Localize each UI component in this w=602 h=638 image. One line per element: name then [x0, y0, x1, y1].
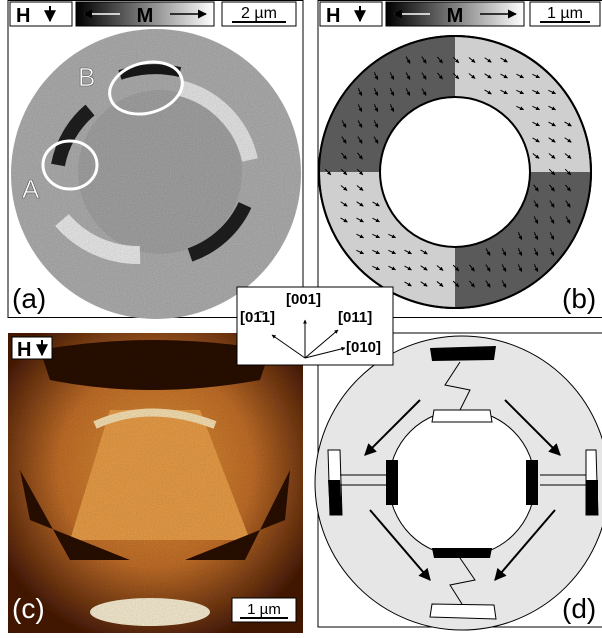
scale-label: 1 µm	[247, 601, 281, 618]
charge	[386, 460, 398, 505]
scale-label: 1 µm	[547, 5, 583, 22]
panel-label: (a)	[12, 283, 46, 314]
annotation: A	[22, 174, 40, 204]
field-label: H	[16, 5, 30, 27]
direction-label: [001]	[286, 291, 321, 308]
direction-inset: [01̄1] [001] [011] [010]	[237, 287, 393, 365]
direction-label: [011]	[338, 309, 372, 326]
panel-b: H M 1 µm (b)	[318, 1, 602, 318]
charge	[430, 346, 496, 361]
panel-label: (b)	[562, 283, 596, 314]
charge	[430, 604, 496, 619]
charge	[328, 480, 342, 515]
panel-label: (d)	[562, 593, 596, 624]
panel-a: H M 2 µm B A (a)	[8, 1, 303, 320]
scale-label: 2 µm	[241, 5, 277, 22]
charge	[586, 480, 598, 515]
image	[8, 333, 303, 633]
annotation: B	[78, 62, 95, 92]
charge	[526, 460, 538, 505]
xmcd-image	[11, 29, 301, 319]
field-label: H	[17, 339, 31, 361]
m-label: M	[447, 5, 464, 27]
charge	[432, 548, 492, 558]
direction-label: [010]	[346, 339, 381, 356]
direction-label: [01̄1]	[240, 309, 275, 326]
hole	[380, 97, 530, 247]
m-label: M	[137, 5, 154, 27]
field-label: H	[326, 5, 340, 27]
panel-d: (d)	[315, 333, 602, 630]
figure: H M 2 µm B A (a) H M 1 µm (b)	[0, 0, 602, 633]
panel-label: (c)	[12, 593, 45, 624]
charge	[432, 410, 492, 422]
page: {"panels": [ {"label": "(a)", "header": …	[0, 0, 602, 633]
hole	[389, 410, 535, 556]
panel-c: H 1 µm (c)	[8, 333, 303, 633]
